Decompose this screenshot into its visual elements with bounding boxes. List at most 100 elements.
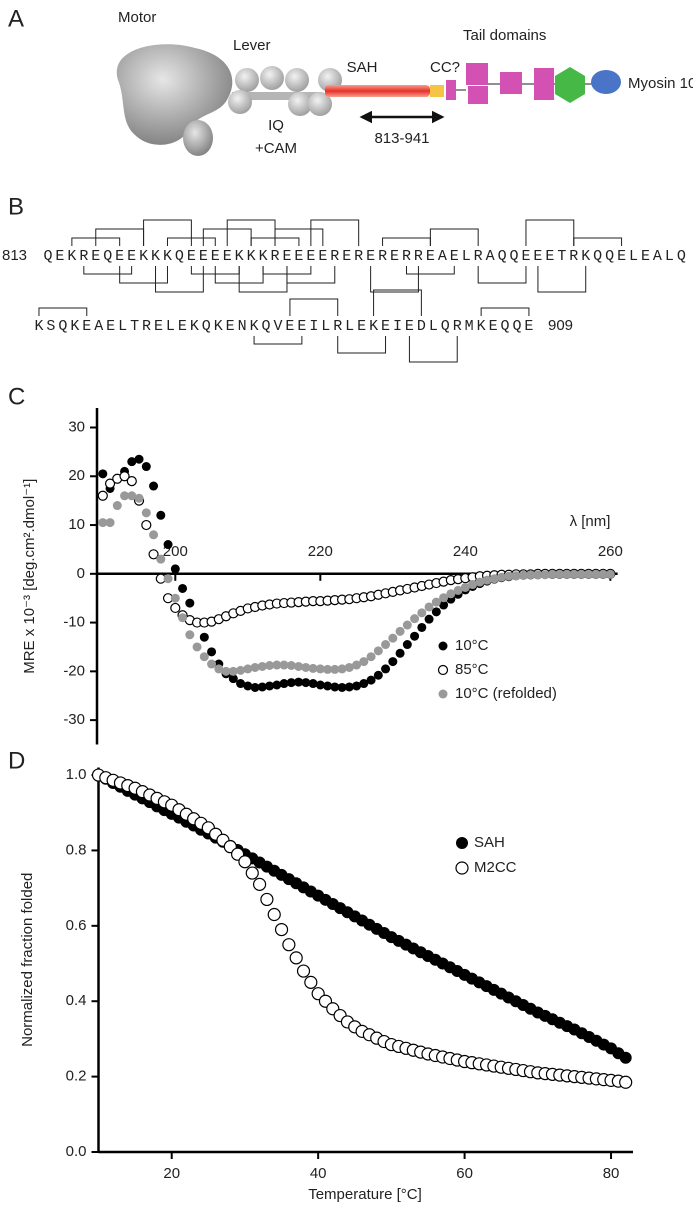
data-point [279, 679, 289, 689]
y-tick-label: 0.6 [66, 917, 87, 934]
data-point [267, 907, 281, 922]
y-tick-label: 0.4 [66, 992, 87, 1009]
residue: L [166, 318, 175, 335]
residue: Q [510, 248, 519, 265]
data-point [127, 457, 137, 467]
data-point [555, 569, 565, 579]
data-point [352, 660, 362, 670]
data-point [119, 471, 130, 482]
legend-marker [437, 664, 449, 676]
data-point [178, 583, 188, 593]
residue: E [91, 248, 100, 265]
data-point [286, 678, 296, 688]
domain-ellipse [591, 70, 621, 94]
data-point [301, 662, 311, 672]
sah-bar [325, 85, 430, 97]
data-point [562, 569, 572, 579]
residue: E [405, 318, 414, 335]
data-point [417, 608, 427, 618]
salt-bridge [289, 298, 339, 316]
residue: R [79, 248, 88, 265]
data-point [359, 657, 369, 667]
residue: Q [43, 248, 52, 265]
data-point [207, 647, 217, 657]
x-axis-title: Temperature [°C] [308, 1186, 422, 1203]
residue: E [127, 248, 136, 265]
x-tick-label: 220 [308, 543, 333, 560]
y-tick-label: -20 [63, 662, 85, 679]
residue: E [366, 248, 375, 265]
data-point [221, 666, 231, 676]
legend-label: 85°C [455, 661, 489, 678]
salt-bridge [405, 266, 455, 275]
x-tick-label: 60 [456, 1165, 473, 1182]
data-point [468, 580, 478, 590]
data-point [330, 664, 340, 674]
data-point [446, 589, 456, 599]
data-point [257, 682, 267, 692]
salt-bridge [408, 336, 458, 363]
data-point [185, 630, 195, 640]
residue: L [345, 318, 354, 335]
data-point [352, 681, 362, 691]
data-point [584, 569, 594, 579]
data-point [238, 855, 252, 869]
data-point [344, 662, 354, 672]
data-point [308, 679, 318, 689]
data-point [315, 664, 325, 674]
y-tick-label: 0.2 [66, 1068, 87, 1085]
residue: R [414, 248, 423, 265]
lever-bar [232, 92, 322, 100]
data-point [199, 632, 209, 642]
data-point [134, 493, 144, 503]
residue: E [211, 248, 220, 265]
sequence-end: 909 [548, 317, 573, 334]
residue: E [617, 248, 626, 265]
y-tick-label: 20 [68, 467, 85, 484]
data-point [381, 640, 391, 650]
residue: E [187, 248, 196, 265]
data-point [126, 476, 137, 487]
residue: E [450, 248, 459, 265]
panel-label: D [8, 747, 25, 774]
data-point [149, 530, 159, 540]
data-point [388, 657, 398, 667]
residue: K [34, 318, 43, 335]
data-point [141, 462, 151, 472]
data-point [308, 663, 318, 673]
data-point [199, 652, 209, 662]
residue: Q [441, 318, 450, 335]
data-point [170, 602, 181, 614]
residue: E [390, 248, 399, 265]
residue: L [665, 248, 674, 265]
salt-bridge [155, 266, 204, 293]
data-point [265, 660, 275, 670]
data-point [315, 680, 325, 690]
data-point [366, 675, 376, 685]
data-point [289, 951, 303, 965]
data-point [526, 570, 536, 580]
motor-shape [116, 44, 233, 145]
residue: E [297, 318, 306, 335]
residue: R [330, 248, 339, 265]
label: Lever [233, 37, 271, 54]
salt-bridge [573, 237, 623, 246]
data-point [98, 469, 108, 479]
x-axis-title: λ [nm] [570, 513, 611, 530]
salt-bridge [429, 228, 479, 246]
residue: K [214, 318, 223, 335]
data-point [148, 549, 159, 560]
residue: E [357, 318, 366, 335]
salt-bridge [143, 219, 192, 246]
residue: E [178, 318, 187, 335]
y-tick-label: -30 [63, 711, 85, 728]
residue: E [106, 318, 115, 335]
x-tick-label: 80 [603, 1165, 620, 1182]
domain-hexagon [555, 67, 585, 103]
salt-bridge [525, 219, 575, 246]
residue: E [533, 248, 542, 265]
data-point [265, 681, 275, 691]
sequence-start: 813 [2, 247, 27, 264]
residue: K [139, 248, 148, 265]
